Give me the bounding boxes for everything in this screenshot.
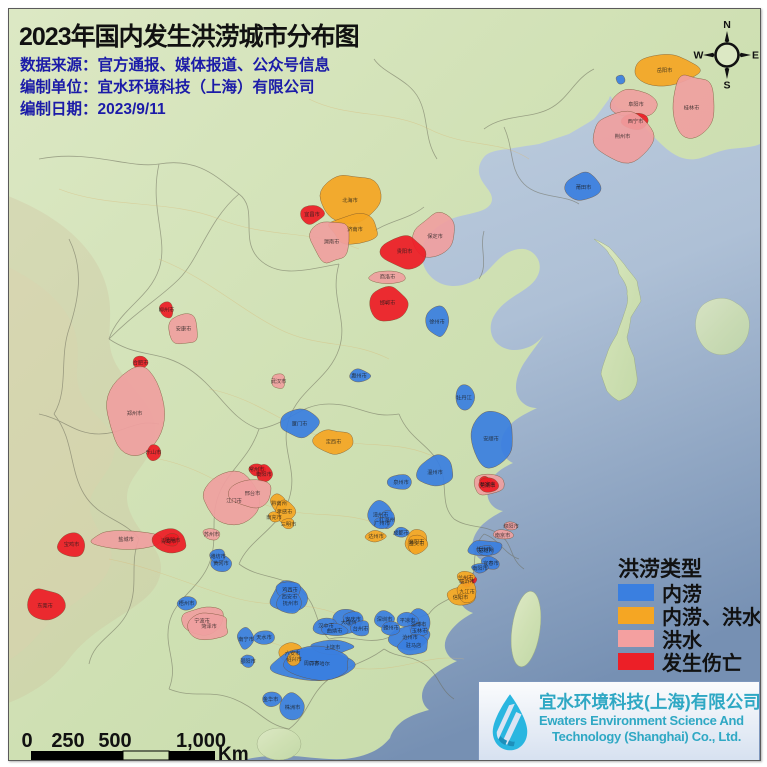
svg-text:衡阳市: 衡阳市 [256,470,272,478]
svg-text:广州市: 广州市 [374,519,390,527]
svg-text:抚州市: 抚州市 [283,599,299,607]
svg-text:三明市: 三明市 [281,520,297,528]
svg-text:南宁市: 南宁市 [238,635,254,643]
svg-text:商洛市: 商洛市 [380,273,396,281]
svg-text:赣州市: 赣州市 [383,624,399,632]
svg-text:九江市: 九江市 [459,588,475,596]
svg-text:W: W [694,50,704,62]
svg-text:株洲市: 株洲市 [285,703,301,711]
svg-text:梧州市: 梧州市 [179,599,195,607]
svg-text:宝鸡市: 宝鸡市 [64,540,80,548]
svg-text:莆田市: 莆田市 [576,183,592,191]
svg-text:0: 0 [21,730,32,752]
svg-text:500: 500 [98,730,131,752]
svg-text:N: N [723,19,731,31]
svg-text:北海市: 北海市 [342,196,358,204]
svg-text:上饶市: 上饶市 [325,643,341,651]
svg-text:达州市: 达州市 [368,532,384,540]
svg-text:南阳市: 南阳市 [472,564,488,572]
svg-text:盐城市: 盐城市 [118,535,134,543]
svg-text:玉林市: 玉林市 [412,627,428,635]
svg-text:温州市: 温州市 [427,468,443,476]
svg-text:徐州市: 徐州市 [429,318,445,326]
svg-text:金华市: 金华市 [263,695,279,703]
svg-text:郑州市: 郑州市 [127,409,143,417]
svg-text:平凉市: 平凉市 [400,616,416,624]
svg-text:250: 250 [51,730,84,752]
svg-text:昆明市: 昆明市 [165,536,181,544]
svg-text:台州市: 台州市 [353,625,369,633]
svg-text:潍坊市: 潍坊市 [210,552,226,560]
svg-text:E: E [752,50,759,62]
svg-text:武汉市: 武汉市 [271,377,287,385]
svg-text:安康市: 安康市 [176,325,192,333]
svg-text:阜阳市: 阜阳市 [628,100,644,108]
svg-text:牡丹江: 牡丹江 [456,394,472,402]
svg-text:遵义市: 遵义市 [409,540,425,548]
svg-text:西宁市: 西宁市 [628,117,644,125]
svg-text:六安市: 六安市 [285,649,301,657]
svg-text:楚雄州: 楚雄州 [478,546,494,554]
svg-text:曲靖市: 曲靖市 [327,627,343,635]
svg-text:绍兴市: 绍兴市 [286,655,302,663]
svg-text:定西市: 定西市 [326,438,342,446]
svg-text:芜湖市: 芜湖市 [480,481,496,489]
svg-text:荆州市: 荆州市 [615,132,631,140]
svg-text:惠州市: 惠州市 [351,372,367,380]
svg-text:南充市: 南充市 [266,513,282,521]
svg-text:厦门市: 厦门市 [292,420,308,428]
svg-text:黄冈市: 黄冈市 [213,559,229,567]
svg-text:苏州市: 苏州市 [204,530,220,538]
svg-text:南京市: 南京市 [495,531,511,539]
svg-text:乐山市: 乐山市 [146,448,162,456]
svg-text:鸡西市: 鸡西市 [282,586,298,594]
svg-text:邯郸市: 邯郸市 [380,299,396,307]
svg-text:S: S [723,80,730,92]
svg-text:兰州市: 兰州市 [458,574,474,582]
svg-text:东莞市: 东莞市 [37,602,53,610]
svg-text:天水市: 天水市 [256,633,272,641]
svg-text:安庆市: 安庆市 [345,615,361,623]
svg-text:渭南市: 渭南市 [324,238,340,246]
svg-text:西安市: 西安市 [282,593,298,601]
svg-text:岳阳市: 岳阳市 [657,66,673,74]
svg-text:菏泽市: 菏泽市 [201,622,217,630]
svg-text:黔南州: 黔南州 [271,499,287,507]
svg-text:绵阳市: 绵阳市 [503,522,519,530]
svg-text:成都市: 成都市 [393,529,409,537]
svg-text:邢台市: 邢台市 [245,489,261,497]
svg-text:济南市: 济南市 [347,225,363,233]
svg-text:江门市: 江门市 [226,497,242,505]
svg-text:深圳市: 深圳市 [377,615,393,623]
svg-text:驻马店: 驻马店 [406,641,422,649]
svg-text:邵阳市: 邵阳市 [240,657,256,665]
svg-text:齐齐哈尔: 齐齐哈尔 [309,660,330,668]
svg-text:Km: Km [218,744,249,760]
svg-text:贵阳市: 贵阳市 [397,247,413,255]
svg-text:桂林市: 桂林市 [684,104,700,112]
svg-text:泉州市: 泉州市 [393,478,409,486]
svg-text:安顺市: 安顺市 [483,435,499,443]
svg-text:柳州市: 柳州市 [159,306,175,314]
svg-text:宜昌市: 宜昌市 [304,210,320,218]
svg-text:保定市: 保定市 [427,232,443,240]
svg-text:合肥市: 合肥市 [133,359,149,367]
